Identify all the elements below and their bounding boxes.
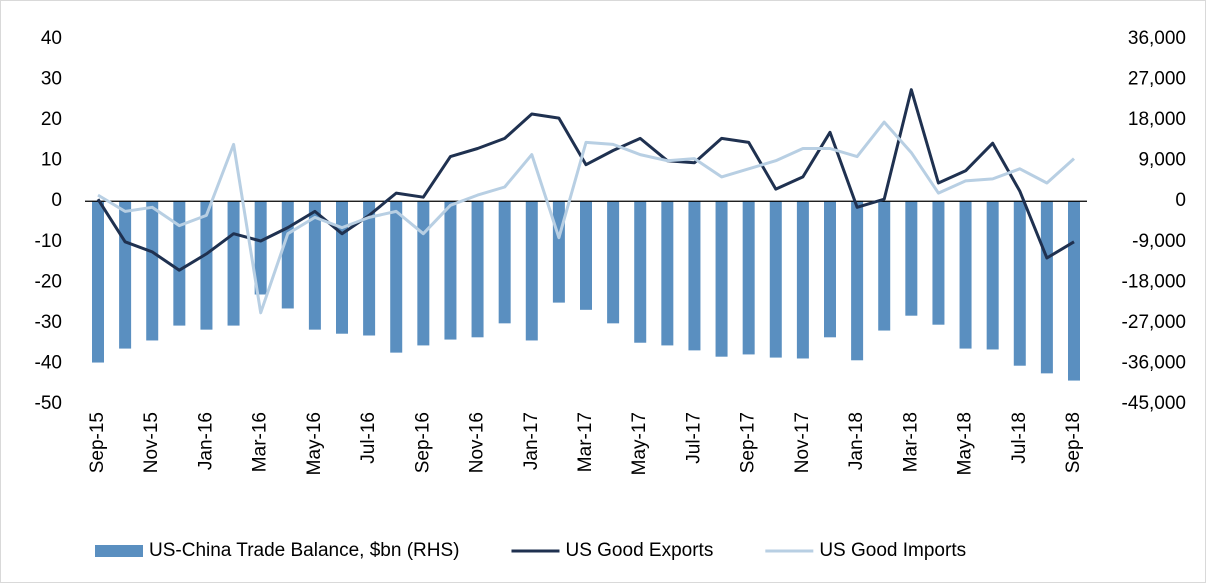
y2-tick-label: 36,000 [1128, 28, 1186, 49]
bar [769, 201, 782, 358]
x-tick-label: Sep-17 [738, 412, 759, 473]
x-tick-label: Jul-18 [1009, 412, 1030, 464]
bar [688, 201, 701, 351]
x-tick-label: Jan-16 [195, 412, 216, 470]
bar [796, 201, 809, 359]
y2-tick-label: -18,000 [1122, 271, 1186, 292]
x-tick-label: Jan-17 [521, 412, 542, 470]
bar [146, 201, 159, 341]
bar [308, 201, 321, 330]
x-tick-label: May-18 [955, 412, 976, 475]
bar [1013, 201, 1026, 366]
x-tick-label: Jul-16 [358, 412, 379, 464]
x-tick-label: Jul-17 [683, 412, 704, 464]
x-tick-label: Nov-15 [141, 412, 162, 473]
x-tick-label: Mar-18 [900, 412, 921, 472]
legend-label: US Good Exports [565, 540, 713, 561]
legend-label: US Good Imports [819, 540, 966, 561]
legend-label: US-China Trade Balance, $bn (RHS) [149, 540, 459, 561]
x-tick-label: Jan-18 [846, 412, 867, 470]
y-tick-label: 10 [41, 150, 62, 171]
bar [417, 201, 430, 346]
bar [661, 201, 674, 346]
y2-tick-label: 9,000 [1138, 150, 1186, 171]
line [96, 88, 1075, 272]
bar [580, 201, 592, 310]
y2-tick-label: 18,000 [1128, 109, 1186, 130]
x-tick-label: Nov-16 [467, 412, 488, 473]
bar [200, 201, 213, 330]
x-tick-label: Mar-17 [575, 412, 596, 472]
bar [227, 201, 240, 326]
bar [363, 201, 376, 336]
y-tick-label: -50 [35, 393, 62, 414]
y-tick-label: 20 [41, 109, 62, 130]
x-tick-label: Sep-15 [87, 412, 108, 473]
bar [173, 201, 186, 326]
y-tick-label: -10 [35, 231, 62, 252]
bar [932, 201, 945, 325]
bar [336, 201, 348, 334]
bar [878, 201, 891, 331]
bar [498, 201, 511, 324]
x-tick-label: May-16 [304, 412, 325, 475]
bar [715, 201, 728, 357]
y-tick-label: -30 [35, 312, 62, 333]
bar [607, 201, 620, 324]
bar [986, 201, 999, 350]
y2-tick-label: -45,000 [1122, 393, 1186, 414]
y2-tick-label: -9,000 [1132, 231, 1186, 252]
bar [1040, 201, 1053, 374]
bar [851, 201, 864, 361]
x-tick-label: Sep-18 [1063, 412, 1084, 473]
y2-tick-label: 0 [1175, 190, 1186, 211]
x-tick-label: Mar-16 [250, 412, 271, 472]
bar [1068, 201, 1080, 381]
y-tick-label: 0 [51, 190, 62, 211]
y-tick-label: 30 [41, 69, 62, 90]
bar [390, 201, 403, 353]
bar [254, 201, 267, 295]
bar [92, 201, 104, 363]
x-tick-label: Nov-17 [792, 412, 813, 473]
bar [444, 201, 457, 340]
bar [281, 201, 294, 309]
y-tick-label: 40 [41, 28, 62, 49]
bar [634, 201, 647, 343]
bar [905, 201, 918, 316]
bar [742, 201, 755, 355]
bar [119, 201, 132, 349]
bar [471, 201, 484, 338]
y2-tick-label: 27,000 [1128, 69, 1186, 90]
bar [824, 201, 836, 338]
y-tick-label: -40 [35, 352, 62, 373]
bar [959, 201, 972, 349]
legend-swatch [95, 545, 143, 557]
y-tick-label: -20 [35, 271, 62, 292]
line [97, 120, 1076, 315]
y2-tick-label: -36,000 [1122, 352, 1186, 373]
x-tick-label: May-17 [629, 412, 650, 475]
bar [525, 201, 538, 341]
x-tick-label: Sep-16 [412, 412, 433, 473]
y2-tick-label: -27,000 [1122, 312, 1186, 333]
bar [552, 201, 565, 303]
